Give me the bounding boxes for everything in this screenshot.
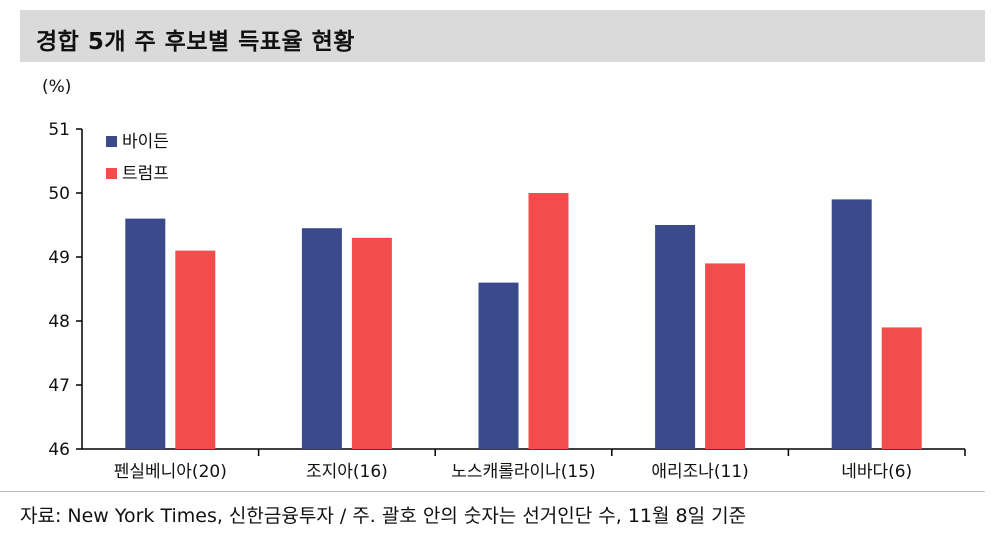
x-tick-label: 네바다(6) (841, 462, 912, 482)
unit-label: (%) (42, 77, 72, 97)
x-tick-label: 펜실베니아(20) (114, 462, 227, 482)
y-tick-label: 46 (48, 440, 70, 460)
source-divider (0, 491, 985, 492)
bar-trump (175, 250, 216, 449)
bar-biden (655, 225, 696, 449)
y-tick-label: 48 (48, 312, 70, 332)
bar-biden (478, 282, 519, 449)
bar-biden (125, 218, 166, 449)
bar-biden (301, 228, 342, 449)
x-tick-label: 조지아(16) (306, 462, 388, 482)
bar-trump (351, 237, 392, 449)
bar-trump (705, 263, 746, 449)
legend-swatch-biden (106, 136, 117, 147)
y-tick-label: 49 (48, 248, 70, 268)
bar-trump (528, 193, 569, 449)
source-note: 자료: New York Times, 신한금융투자 / 주. 괄호 안의 숫자… (20, 505, 747, 527)
legend-label-biden: 바이든 (122, 132, 169, 152)
y-tick-label: 47 (48, 376, 70, 396)
page-title: 경합 5개 주 후보별 득표율 현황 (36, 29, 355, 55)
y-tick-label: 50 (48, 184, 70, 204)
bar-trump (881, 327, 922, 449)
legend-label-trump: 트럼프 (122, 164, 169, 184)
x-tick-label: 노스캐롤라이나(15) (451, 462, 595, 482)
y-tick-label: 51 (48, 120, 70, 140)
x-tick-label: 애리조나(11) (651, 462, 748, 482)
legend-swatch-trump (106, 168, 117, 179)
title-bar: 경합 5개 주 후보별 득표율 현황 (20, 10, 985, 62)
bar-biden (831, 199, 872, 449)
